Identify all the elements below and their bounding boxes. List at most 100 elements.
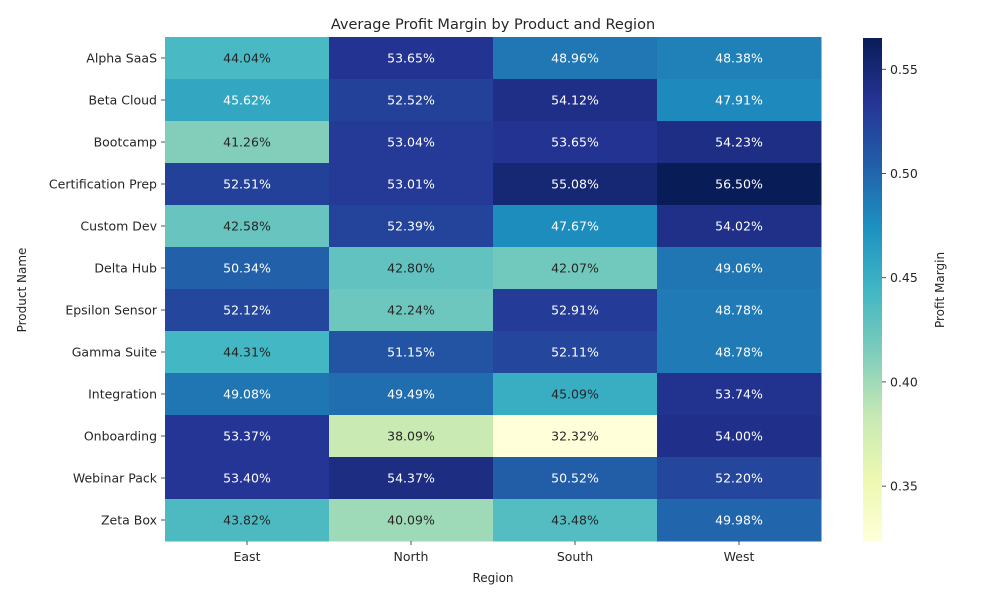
heatmap-cell	[165, 373, 330, 416]
colorbar-tick-label: 0.35	[890, 479, 918, 494]
colorbar-tick-label: 0.55	[890, 62, 918, 77]
x-tick-label: North	[394, 549, 429, 564]
heatmap-cell	[657, 247, 822, 290]
heatmap-cell	[657, 373, 822, 416]
heatmap-cell	[493, 205, 658, 248]
heatmap-cell	[657, 415, 822, 458]
cell-value-label: 42.07%	[551, 261, 599, 276]
cell-value-label: 47.67%	[551, 219, 599, 234]
heatmap-cell	[493, 37, 658, 80]
heatmap-cell	[165, 37, 330, 80]
colorbar-tick-label: 0.50	[890, 166, 918, 181]
y-tick-label: Alpha SaaS	[86, 51, 157, 66]
heatmap-cell	[493, 499, 658, 542]
heatmap-cell	[165, 79, 330, 122]
cell-value-label: 54.23%	[715, 135, 763, 150]
cell-value-label: 43.82%	[223, 513, 271, 528]
cell-value-label: 49.98%	[715, 513, 763, 528]
cell-value-label: 53.40%	[223, 471, 271, 486]
cell-value-label: 44.04%	[223, 51, 271, 66]
cell-value-label: 43.48%	[551, 513, 599, 528]
y-tick-label: Delta Hub	[94, 261, 157, 276]
cell-value-label: 49.08%	[223, 387, 271, 402]
y-tick-label: Webinar Pack	[73, 471, 158, 486]
heatmap-cell	[657, 37, 822, 80]
cell-value-label: 48.78%	[715, 345, 763, 360]
cell-value-label: 54.02%	[715, 219, 763, 234]
y-axis-label: Product Name	[15, 248, 29, 333]
x-tick-label: West	[724, 549, 755, 564]
colorbar-tick-label: 0.40	[890, 374, 918, 389]
heatmap-cell	[329, 163, 494, 206]
heatmap-cell	[329, 499, 494, 542]
cell-value-label: 45.62%	[223, 93, 271, 108]
y-tick-label: Onboarding	[84, 429, 157, 444]
cell-value-label: 50.52%	[551, 471, 599, 486]
cell-value-label: 53.04%	[387, 135, 435, 150]
y-axis-ticks: Alpha SaaS Beta Cloud Bootcamp Certificatio…	[49, 51, 165, 528]
y-tick-label: Bootcamp	[94, 135, 157, 150]
cell-value-label: 52.11%	[551, 345, 599, 360]
cell-value-label: 50.34%	[223, 261, 271, 276]
cell-value-label: 53.65%	[551, 135, 599, 150]
heatmap-cell	[493, 121, 658, 164]
heatmap-cell	[329, 331, 494, 374]
colorbar	[863, 38, 882, 542]
cell-value-label: 52.20%	[715, 471, 763, 486]
cell-value-label: 52.39%	[387, 219, 435, 234]
heatmap-cell	[165, 415, 330, 458]
cell-value-label: 51.15%	[387, 345, 435, 360]
heatmap-cell	[493, 79, 658, 122]
colorbar-tick-label: 0.45	[890, 270, 918, 285]
cell-value-label: 42.24%	[387, 303, 435, 318]
cell-value-label: 55.08%	[551, 177, 599, 192]
heatmap-cell	[165, 331, 330, 374]
cell-value-label: 52.91%	[551, 303, 599, 318]
cell-value-label: 54.37%	[387, 471, 435, 486]
heatmap-cell	[165, 457, 330, 500]
heatmap-cell	[329, 121, 494, 164]
heatmap-cell	[493, 247, 658, 290]
cell-value-label: 32.32%	[551, 429, 599, 444]
x-tick-label: South	[557, 549, 593, 564]
cell-value-label: 52.12%	[223, 303, 271, 318]
cell-value-label: 53.01%	[387, 177, 435, 192]
cell-value-label: 38.09%	[387, 429, 435, 444]
y-tick-label: Beta Cloud	[88, 93, 157, 108]
cell-value-label: 49.49%	[387, 387, 435, 402]
y-tick-label: Epsilon Sensor	[65, 303, 158, 318]
heatmap-cell	[165, 499, 330, 542]
heatmap-cells	[165, 37, 822, 542]
heatmap-cell	[493, 289, 658, 332]
heatmap-cell	[329, 457, 494, 500]
y-tick-label: Custom Dev	[80, 219, 157, 234]
cell-value-label: 40.09%	[387, 513, 435, 528]
x-axis-ticks: East North South West	[234, 541, 755, 564]
cell-value-label: 53.74%	[715, 387, 763, 402]
cell-value-label: 45.09%	[551, 387, 599, 402]
heatmap-cell	[493, 457, 658, 500]
cell-value-label: 41.26%	[223, 135, 271, 150]
colorbar-label: Profit Margin	[933, 252, 947, 328]
x-axis-label: Region	[472, 571, 513, 585]
colorbar-ticks: 0.35 0.40 0.45 0.50 0.55	[882, 62, 918, 494]
y-tick-label: Gamma Suite	[72, 345, 158, 360]
cell-value-label: 42.58%	[223, 219, 271, 234]
cell-labels: 44.04% 53.65% 48.96% 48.38% 45.62% 52.52% 54.1…	[223, 51, 763, 528]
heatmap-cell	[329, 247, 494, 290]
cell-value-label: 56.50%	[715, 177, 763, 192]
cell-value-label: 53.65%	[387, 51, 435, 66]
cell-value-label: 48.38%	[715, 51, 763, 66]
y-tick-label: Zeta Box	[101, 513, 157, 528]
heatmap-cell	[493, 331, 658, 374]
heatmap-cell	[329, 289, 494, 332]
heatmap-cell	[657, 499, 822, 542]
cell-value-label: 42.80%	[387, 261, 435, 276]
cell-value-label: 52.52%	[387, 93, 435, 108]
heatmap-cell	[657, 163, 822, 206]
cell-value-label: 54.12%	[551, 93, 599, 108]
heatmap-cell	[329, 205, 494, 248]
heatmap-cell	[657, 79, 822, 122]
cell-value-label: 52.51%	[223, 177, 271, 192]
